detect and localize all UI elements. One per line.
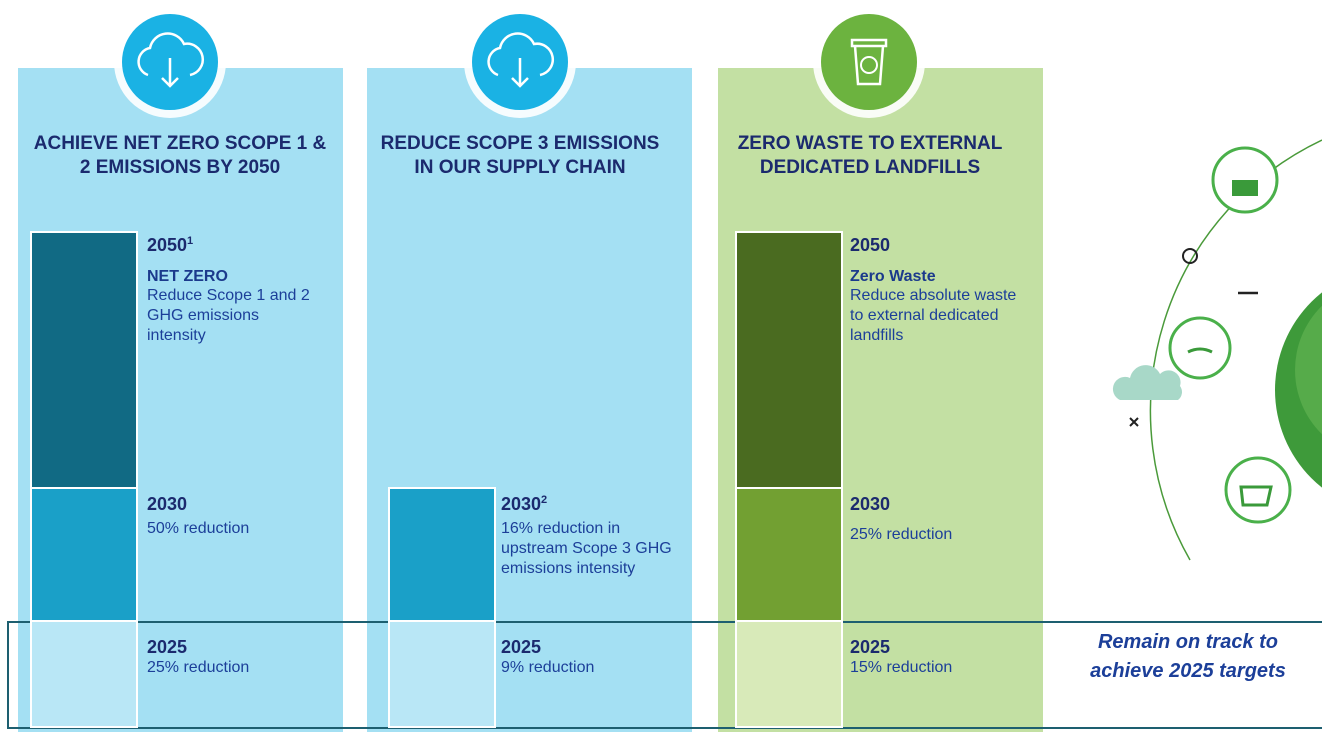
year: 2025 [147, 637, 327, 658]
target-text: Reduce Scope 1 and 2 GHG emissions inten… [147, 286, 312, 346]
target-block [388, 620, 496, 728]
year: 2030 [147, 494, 327, 515]
year-text: 2050 [147, 235, 187, 255]
year-text: 2030 [501, 494, 541, 514]
target-text: 9% reduction [501, 658, 681, 678]
footnote-mark: 1 [187, 235, 193, 247]
icon [813, 6, 925, 118]
callout: Remain on track to achieve 2025 targets [1068, 628, 1308, 686]
target: 2030 50% reduction [147, 494, 327, 539]
year: 2030 [850, 494, 1030, 515]
target-block [735, 620, 843, 728]
year: 2050 [850, 235, 1025, 256]
column-title: ACHIEVE NET ZERO SCOPE 1 & 2 EMISSIONS B… [30, 132, 330, 180]
target-block [735, 231, 843, 489]
target-text: 25% reduction [850, 525, 1030, 545]
target-heading: Zero Waste [850, 268, 1025, 286]
globe-illustration [1113, 140, 1322, 560]
column-title: REDUCE SCOPE 3 EMISSIONS IN OUR SUPPLY C… [380, 132, 660, 180]
target: 20302 16% reduction in upstream Scope 3 … [501, 494, 676, 579]
target-text: 50% reduction [147, 519, 327, 539]
year: 2025 [501, 637, 681, 658]
target-text: Reduce absolute waste to external dedica… [850, 286, 1020, 346]
target-block [388, 487, 496, 622]
target: 2050 Zero Waste Reduce absolute waste to… [850, 235, 1025, 346]
target: 2030 25% reduction [850, 494, 1030, 545]
year: 20302 [501, 494, 676, 515]
target-block [30, 231, 138, 489]
target-text: 25% reduction [147, 658, 327, 678]
icon [114, 6, 226, 118]
target: 2025 9% reduction [501, 637, 681, 678]
decoration [0, 0, 1322, 732]
icon [464, 6, 576, 118]
target-block [30, 620, 138, 728]
year: 20501 [147, 235, 317, 256]
target: 2025 25% reduction [147, 637, 327, 678]
target-block [735, 487, 843, 622]
target-text: 15% reduction [850, 658, 1030, 678]
target-text: 16% reduction in upstream Scope 3 GHG em… [501, 519, 676, 579]
footnote-mark: 2 [541, 494, 547, 506]
target: 20501 NET ZERO Reduce Scope 1 and 2 GHG … [147, 235, 317, 346]
target-heading: NET ZERO [147, 268, 317, 286]
page: ACHIEVE NET ZERO SCOPE 1 & 2 EMISSIONS B… [0, 0, 1322, 732]
column-title: ZERO WASTE TO EXTERNAL DEDICATED LANDFIL… [735, 132, 1005, 180]
target-block [30, 487, 138, 622]
year: 2025 [850, 637, 1030, 658]
target: 2025 15% reduction [850, 637, 1030, 678]
